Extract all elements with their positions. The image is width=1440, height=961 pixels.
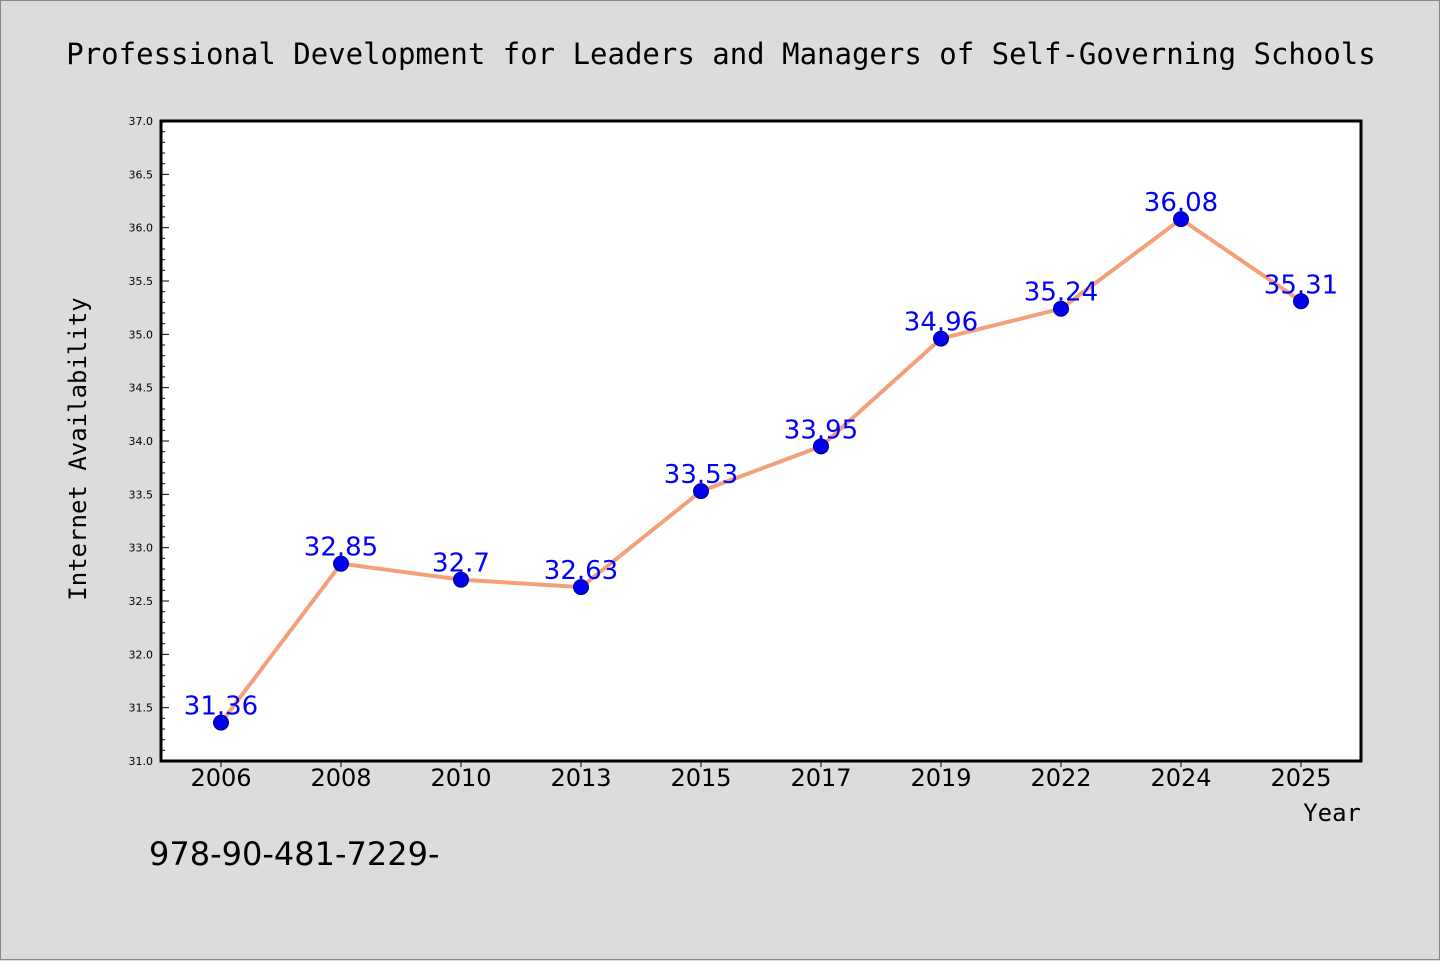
data-label: 33.95 <box>784 415 858 445</box>
y-tick-label: 31.5 <box>129 702 154 715</box>
y-tick-label: 37.0 <box>129 115 154 128</box>
plot-area <box>159 119 1363 763</box>
data-label: 35.31 <box>1264 270 1338 300</box>
x-tick-label: 2010 <box>430 764 491 792</box>
data-label: 32.63 <box>544 556 618 586</box>
data-points <box>213 211 1309 731</box>
data-point <box>1053 300 1069 317</box>
data-point <box>573 579 589 596</box>
y-tick-label: 36.0 <box>129 222 154 235</box>
data-point <box>693 483 709 500</box>
x-tick-label: 2006 <box>190 764 251 792</box>
y-tick-label: 33.0 <box>129 542 154 555</box>
x-tick-label: 2022 <box>1030 764 1091 792</box>
x-tick-label: 2015 <box>670 764 731 792</box>
x-tick-label: 2017 <box>790 764 851 792</box>
y-tick-label: 31.0 <box>129 755 154 768</box>
y-axis-label: Internet Availability <box>64 297 92 600</box>
data-label: 33.53 <box>664 460 738 490</box>
y-tick-label: 35.0 <box>129 328 154 341</box>
data-label: 32.7 <box>432 549 490 579</box>
y-tick-label: 33.5 <box>129 488 154 501</box>
data-point <box>1293 293 1309 310</box>
data-label: 34.96 <box>904 308 978 338</box>
x-axis-ticks: 2006 2008 2010 2013 2015 2017 2019 2022 2024 2025 <box>190 761 1332 792</box>
footnote-text: 978-90-481-7229- <box>149 835 440 873</box>
data-label: 31.36 <box>184 692 258 722</box>
series-line <box>219 217 1303 724</box>
x-tick-label: 2024 <box>1150 764 1211 792</box>
data-point <box>213 714 229 731</box>
y-tick-label: 34.5 <box>129 382 154 395</box>
data-point <box>813 438 829 455</box>
data-point <box>933 330 949 347</box>
data-point <box>1173 211 1189 228</box>
data-labels: 31.36 32.85 32.7 32.63 33.53 33.95 34.96 35.24 3… <box>184 188 1338 721</box>
y-tick-label: 36.5 <box>129 168 154 181</box>
data-label: 36.08 <box>1144 188 1218 218</box>
y-tick-label: 35.5 <box>129 275 154 288</box>
data-label: 32.85 <box>304 533 378 563</box>
x-tick-label: 2025 <box>1270 764 1331 792</box>
y-tick-label: 32.5 <box>129 595 154 608</box>
data-label: 35.24 <box>1024 278 1098 308</box>
series-polyline <box>219 217 1303 724</box>
y-axis-ticks: 31.0 31.5 32.0 32.5 33.0 33.5 34.0 34.5 35.0 35.5… <box>129 115 169 768</box>
y-tick-label: 34.0 <box>129 435 154 448</box>
x-axis-label: Year <box>1303 799 1361 827</box>
chart-title: Professional Development for Leaders and… <box>66 37 1375 71</box>
x-tick-label: 2008 <box>310 764 371 792</box>
y-tick-label: 32.0 <box>129 648 154 661</box>
x-tick-label: 2019 <box>910 764 971 792</box>
data-point <box>453 571 469 588</box>
data-point <box>333 555 349 572</box>
x-tick-label: 2013 <box>550 764 611 792</box>
